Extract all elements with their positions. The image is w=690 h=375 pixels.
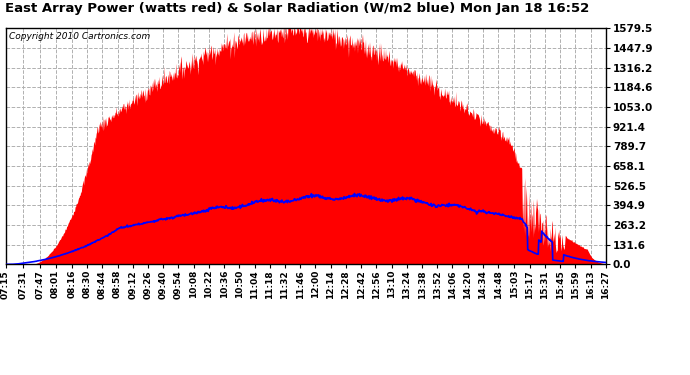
Text: Copyright 2010 Cartronics.com: Copyright 2010 Cartronics.com xyxy=(8,32,150,40)
Text: East Array Power (watts red) & Solar Radiation (W/m2 blue) Mon Jan 18 16:52: East Array Power (watts red) & Solar Rad… xyxy=(5,2,589,15)
